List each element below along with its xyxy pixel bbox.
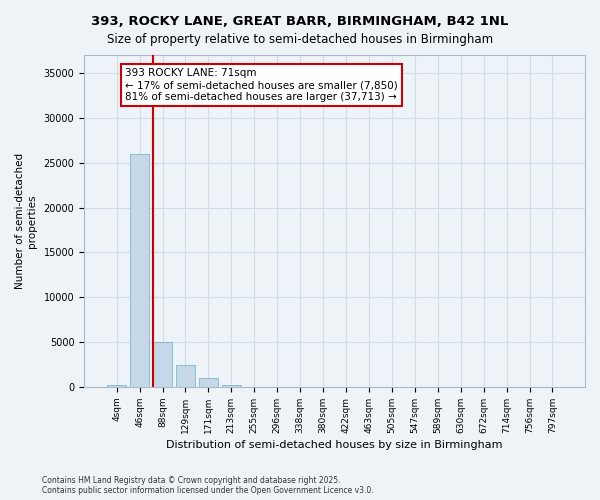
Bar [176,364,195,387]
Text: 393, ROCKY LANE, GREAT BARR, BIRMINGHAM, B42 1NL: 393, ROCKY LANE, GREAT BARR, BIRMINGHAM,… [91,15,509,28]
X-axis label: Distribution of semi-detached houses by size in Birmingham: Distribution of semi-detached houses by … [166,440,503,450]
Text: Contains HM Land Registry data © Crown copyright and database right 2025.
Contai: Contains HM Land Registry data © Crown c… [42,476,374,495]
Y-axis label: Number of semi-detached
properties: Number of semi-detached properties [15,153,37,289]
Bar [199,378,218,387]
Bar [153,342,172,387]
Bar [221,385,241,387]
Text: 393 ROCKY LANE: 71sqm
← 17% of semi-detached houses are smaller (7,850)
81% of s: 393 ROCKY LANE: 71sqm ← 17% of semi-deta… [125,68,398,102]
Text: Size of property relative to semi-detached houses in Birmingham: Size of property relative to semi-detach… [107,32,493,46]
Bar [107,385,127,387]
Bar [130,154,149,387]
